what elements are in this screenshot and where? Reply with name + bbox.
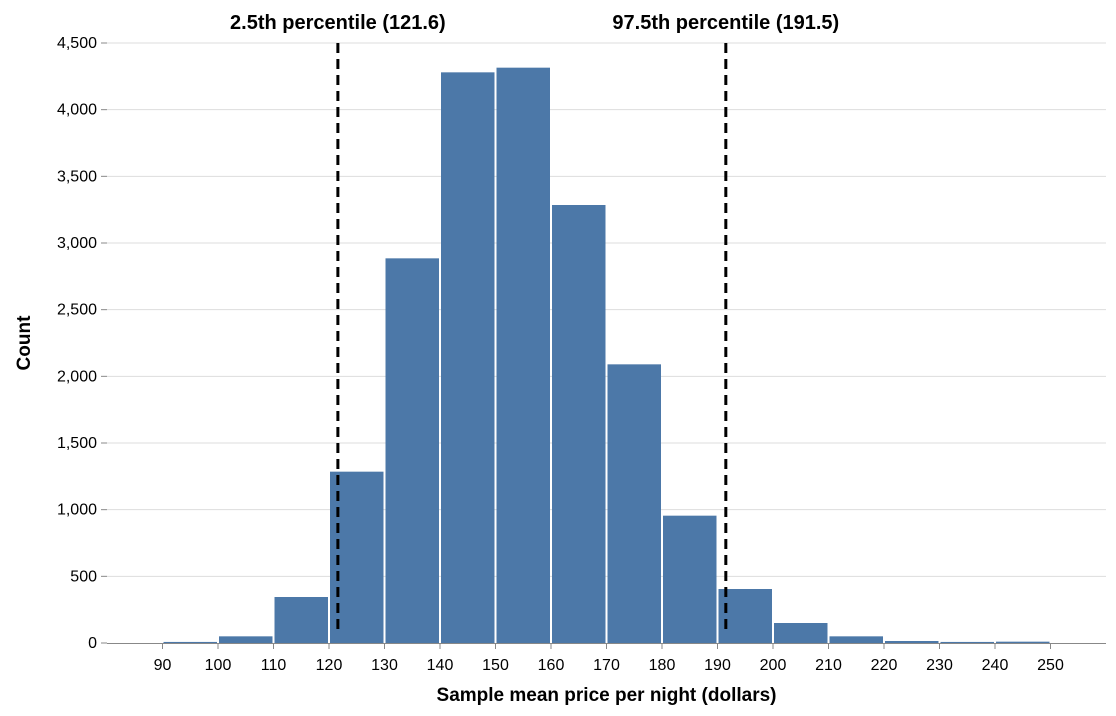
y-tick-label: 2,000 — [57, 368, 97, 385]
x-tick-label: 190 — [704, 657, 731, 674]
histogram-bar — [885, 641, 939, 643]
x-tick-label: 120 — [316, 657, 343, 674]
histogram-bar — [940, 641, 994, 643]
x-tick-label: 230 — [926, 657, 953, 674]
x-tick-label: 100 — [205, 657, 232, 674]
gridlines — [107, 42, 1106, 577]
reference-lines: 2.5th percentile (121.6) 97.5th percentil… — [230, 12, 839, 631]
histogram-bar — [496, 67, 550, 643]
histogram-bar — [607, 364, 661, 643]
x-tick-label: 140 — [427, 657, 454, 674]
x-axis-title: Sample mean price per night (dollars) — [437, 685, 777, 706]
histogram-bar — [441, 72, 495, 644]
histogram-bar — [829, 636, 883, 643]
y-tick-label: 3,500 — [57, 168, 97, 185]
x-tick-label: 130 — [371, 657, 398, 674]
histogram-bar — [385, 258, 439, 643]
x-tick-label: 150 — [482, 657, 509, 674]
y-tick-label: 4,500 — [57, 35, 97, 52]
histogram-bar — [274, 597, 328, 643]
percentile-annotation: 2.5th percentile (121.6) — [230, 12, 446, 34]
x-tick-label: 180 — [649, 657, 676, 674]
x-tick-label: 210 — [815, 657, 842, 674]
x-tick-label: 200 — [760, 657, 787, 674]
x-tick-label: 90 — [154, 657, 172, 674]
histogram-bar — [663, 515, 717, 643]
y-axis-title: Count — [14, 315, 35, 371]
percentile-annotation: 97.5th percentile (191.5) — [612, 12, 839, 34]
histogram-bar — [163, 641, 217, 643]
y-tick-label: 1,500 — [57, 435, 97, 452]
histogram-bar — [552, 205, 606, 643]
x-tick-label: 110 — [261, 657, 287, 674]
y-tick-label: 4,000 — [57, 102, 97, 119]
bars — [163, 67, 1050, 644]
axes — [101, 42, 1106, 649]
histogram-bar — [774, 623, 828, 643]
x-tick-label: 160 — [538, 657, 565, 674]
y-tick-label: 0 — [88, 635, 97, 652]
y-tick-label: 3,000 — [57, 235, 97, 252]
x-tick-label: 170 — [593, 657, 620, 674]
y-tick-label: 2,500 — [57, 302, 97, 319]
y-tick-label: 500 — [70, 568, 97, 585]
x-tick-label: 250 — [1037, 657, 1064, 674]
y-tick-label: 1,000 — [57, 502, 97, 519]
histogram-bar — [219, 636, 273, 643]
x-tick-label: 240 — [982, 657, 1009, 674]
histogram-bar — [996, 641, 1050, 643]
histogram-bar — [718, 589, 772, 643]
x-tick-label: 220 — [871, 657, 898, 674]
tick-labels: 0 500 1,000 1,500 2,000 2,500 3,000 3,500 4,000 4… — [57, 35, 1064, 674]
